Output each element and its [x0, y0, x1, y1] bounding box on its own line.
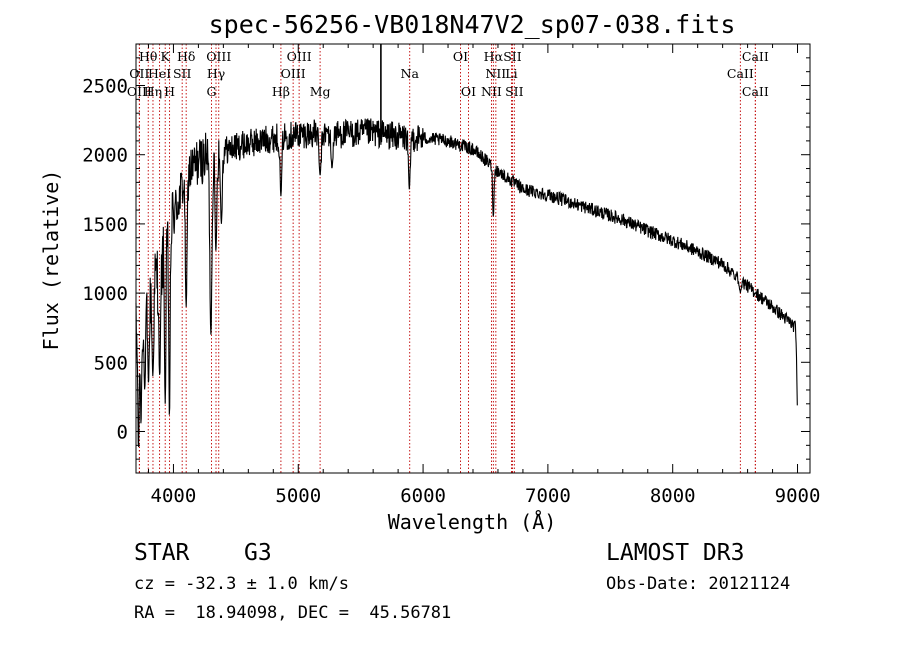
emission-line-label: CaII	[742, 49, 769, 64]
emission-line-label: OII	[129, 66, 149, 81]
obs-date: Obs-Date: 20121124	[606, 574, 791, 594]
emission-line-label: SII	[503, 49, 522, 64]
emission-line-label: OIII	[206, 49, 231, 64]
emission-line-label: Hη	[144, 84, 162, 99]
y-tick-label: 500	[94, 352, 128, 374]
emission-line-label: Mg	[310, 84, 331, 99]
emission-line-label: OIII	[287, 49, 312, 64]
x-tick-label: 6000	[400, 485, 446, 507]
x-tick-label: 8000	[650, 485, 696, 507]
emission-line-label: Hδ	[177, 49, 195, 64]
emission-line-label: Li	[505, 66, 517, 81]
survey-name: LAMOST DR3	[606, 540, 745, 566]
y-tick-label: 1500	[82, 214, 128, 236]
x-axis-label: Wavelength (Å)	[388, 510, 557, 534]
spectrum-line	[135, 118, 798, 447]
emission-line-label: OI	[461, 84, 476, 99]
redshift-text: cz = -32.3 ± 1.0 km/s	[134, 574, 349, 594]
emission-line-label: CaII	[742, 84, 769, 99]
y-tick-label: 2500	[82, 76, 128, 98]
emission-line-label: K	[161, 49, 171, 64]
emission-line-label: H	[164, 84, 175, 99]
emission-line-label: Hβ	[272, 84, 290, 99]
y-tick-label: 2000	[82, 145, 128, 167]
emission-line-label: OIII	[281, 66, 306, 81]
emission-line-label: Hγ	[207, 66, 225, 81]
x-tick-label: 7000	[525, 485, 571, 507]
emission-line-label: G	[207, 84, 217, 99]
emission-line-label: NII	[481, 84, 502, 99]
emission-line-label: SII	[173, 66, 192, 81]
emission-line-label: Hα	[484, 49, 504, 64]
emission-line-label: OI	[453, 49, 468, 64]
y-tick-label: 1000	[82, 283, 128, 305]
emission-line-label: SII	[505, 84, 524, 99]
object-class: STAR	[134, 540, 190, 566]
x-axis: 4000 5000 6000 7000 8000 9000	[147, 44, 821, 507]
emission-line-label: OIII	[127, 84, 152, 99]
coordinates: RA = 18.94098, DEC = 45.56781	[134, 603, 452, 623]
x-tick-label: 9000	[775, 485, 821, 507]
emission-line-label: HeI	[148, 66, 171, 81]
emission-line-markers	[138, 44, 756, 473]
emission-line-label: CaII	[727, 66, 754, 81]
plot-frame	[135, 43, 811, 474]
y-axis: 0 500 1000 1500 2000 2500	[82, 43, 810, 460]
y-tick-label: 0	[117, 421, 128, 443]
emission-line-label: Na	[401, 66, 420, 81]
emission-line-label: NII	[485, 66, 506, 81]
x-tick-label: 4000	[151, 485, 197, 507]
emission-line-label: Hθ	[139, 49, 157, 64]
chart-title: spec-56256-VB018N47V2_sp07-038.fits	[209, 10, 736, 39]
y-axis-label: Flux (relative)	[39, 170, 63, 351]
x-tick-label: 5000	[275, 485, 321, 507]
object-subclass: G3	[244, 540, 272, 566]
